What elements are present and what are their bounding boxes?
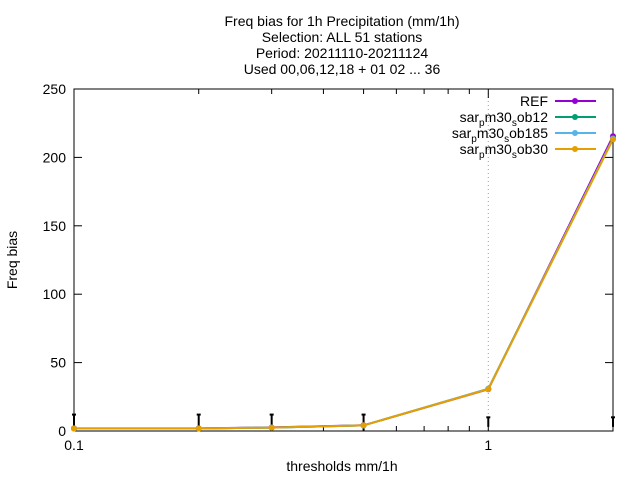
series-point-3 — [360, 422, 367, 429]
x-tick-label: 0.1 — [64, 437, 84, 453]
x-tick-label: 1 — [484, 437, 492, 453]
legend-label-2: sarpm30sob185 — [452, 125, 548, 145]
legend-text-part: m30 — [477, 125, 504, 141]
series-line-3 — [74, 138, 614, 430]
legend-text-part: ob185 — [509, 125, 548, 141]
chart-title: Freq bias for 1h Precipitation (mm/1h)Se… — [225, 13, 460, 77]
series-point-3 — [485, 386, 492, 393]
y-tick-label: 150 — [43, 218, 67, 234]
legend-text-part: p — [471, 134, 477, 145]
y-tick-label: 0 — [58, 423, 66, 439]
legend-text-part: ob30 — [517, 141, 548, 157]
legend-label-0: REF — [520, 93, 548, 109]
y-tick-label: 200 — [43, 149, 67, 165]
series-point-3 — [610, 136, 616, 143]
title-line-1: Freq bias for 1h Precipitation (mm/1h) — [225, 13, 460, 29]
series-point-3 — [195, 425, 202, 432]
legend-text-part: m30 — [485, 109, 512, 125]
legend-marker-3 — [572, 146, 578, 152]
plot-frame — [73, 88, 614, 432]
y-tick-label: 100 — [43, 286, 67, 302]
series-point-3 — [71, 425, 77, 432]
legend-marker-2 — [572, 130, 578, 136]
legend-label-1: sarpm30sob12 — [460, 109, 549, 129]
legend-text-part: m30 — [485, 141, 512, 157]
legend-marker-0 — [572, 98, 578, 104]
series-line-1 — [74, 138, 614, 430]
series-point-3 — [268, 424, 275, 431]
legend-text-part: REF — [520, 93, 548, 109]
legend-label-3: sarpm30sob30 — [460, 141, 549, 161]
y-axis-label: Freq bias — [4, 231, 20, 289]
y-tick-label: 250 — [43, 81, 67, 97]
legend-text-part: s — [504, 134, 509, 145]
series-line-0 — [74, 135, 614, 430]
title-line-4: Used 00,06,12,18 + 01 02 ... 36 — [244, 61, 441, 77]
title-line-3: Period: 20211110-20211124 — [256, 45, 429, 61]
legend-text-part: sar — [460, 141, 480, 157]
series-line-2 — [74, 138, 614, 430]
legend-text-part: s — [512, 118, 517, 129]
legend-text-part: ob12 — [517, 109, 548, 125]
x-axis-label: thresholds mm/1h — [286, 458, 397, 474]
legend-text-part: s — [512, 150, 517, 161]
legend-text-part: p — [479, 150, 485, 161]
series-lines — [71, 133, 616, 432]
legend-marker-1 — [572, 114, 578, 120]
legend-text-part: p — [479, 118, 485, 129]
legend-text-part: sar — [452, 125, 472, 141]
legend-text-part: sar — [460, 109, 480, 125]
title-line-2: Selection: ALL 51 stations — [262, 29, 423, 45]
y-tick-label: 50 — [50, 355, 66, 371]
